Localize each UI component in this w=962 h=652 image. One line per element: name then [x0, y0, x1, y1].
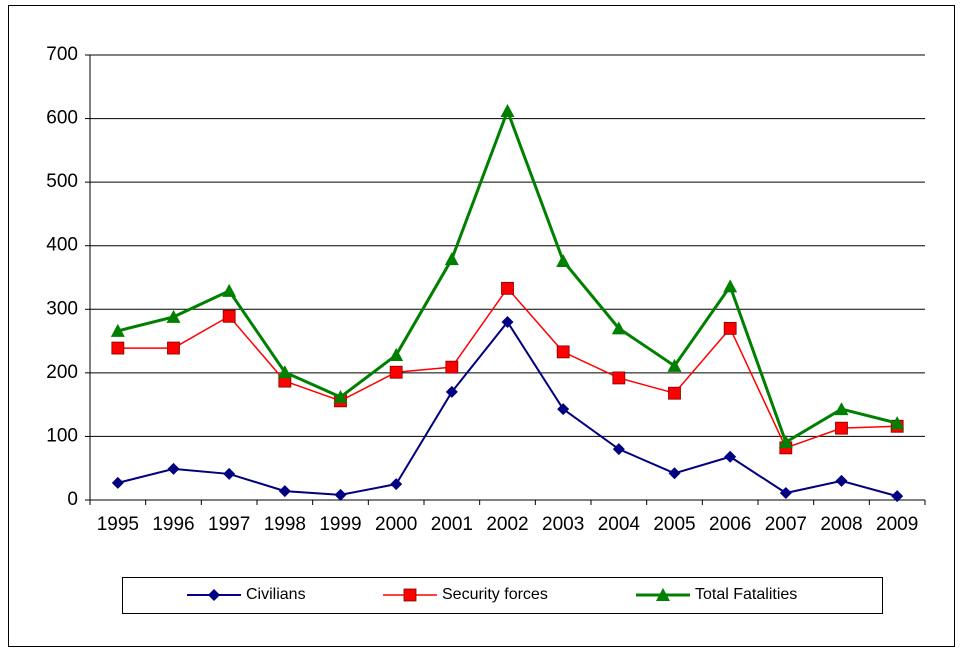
legend-label: Total Fatalities — [695, 586, 797, 603]
marker — [723, 321, 737, 335]
marker — [557, 403, 570, 416]
marker — [278, 485, 291, 498]
y-tick-label: 300 — [46, 298, 78, 319]
marker — [834, 402, 849, 416]
y-tick-label: 500 — [46, 171, 78, 192]
marker — [389, 348, 404, 362]
marker — [277, 365, 292, 379]
y-tick-label: 700 — [46, 44, 78, 65]
x-tick-label: 2008 — [820, 514, 862, 535]
marker — [890, 416, 905, 430]
x-tick-label: 1999 — [319, 514, 361, 535]
marker — [222, 283, 237, 297]
marker — [556, 253, 571, 267]
marker — [612, 443, 625, 456]
marker — [891, 490, 904, 503]
marker — [166, 309, 181, 323]
x-tick-label: 2000 — [375, 514, 417, 535]
legend: Civilians Security forces Total Fatalities — [122, 577, 883, 614]
marker — [389, 365, 403, 379]
marker — [612, 371, 626, 385]
marker — [723, 279, 738, 293]
y-tick-label: 100 — [46, 425, 78, 446]
marker — [778, 435, 793, 449]
x-tick-label: 2003 — [542, 514, 584, 535]
x-tick-label: 2005 — [653, 514, 695, 535]
x-tick-label: 2002 — [486, 514, 528, 535]
marker — [445, 385, 458, 398]
marker — [111, 476, 124, 489]
legend-label: Civilians — [246, 586, 306, 603]
marker — [835, 474, 848, 487]
y-tick-label: 400 — [46, 235, 78, 256]
marker — [556, 345, 570, 359]
x-tick-label: 2007 — [765, 514, 807, 535]
x-tick-label: 1997 — [208, 514, 250, 535]
marker — [835, 421, 848, 435]
marker — [724, 450, 737, 463]
marker — [779, 487, 792, 500]
marker — [501, 281, 514, 295]
marker — [656, 588, 670, 601]
x-tick-label: 1996 — [152, 514, 194, 535]
marker — [333, 390, 348, 404]
marker — [223, 467, 236, 480]
x-tick-label: 1998 — [264, 514, 306, 535]
x-tick-label: 1995 — [97, 514, 139, 535]
marker — [445, 360, 459, 374]
legend-label: Security forces — [442, 586, 548, 603]
marker — [403, 588, 417, 602]
marker — [110, 323, 125, 337]
legend-box — [122, 577, 883, 614]
x-tick-label: 2006 — [709, 514, 751, 535]
marker — [167, 341, 180, 355]
x-tick-label: 2004 — [598, 514, 641, 535]
marker — [500, 103, 515, 117]
marker — [390, 478, 403, 491]
marker — [111, 341, 125, 355]
x-tick-label: 2001 — [431, 514, 473, 535]
marker — [667, 358, 682, 372]
marker — [208, 589, 220, 601]
marker — [668, 467, 681, 480]
marker — [444, 252, 459, 266]
y-tick-label: 200 — [46, 362, 78, 383]
y-tick-label: 600 — [46, 108, 78, 129]
x-tick-label: 2009 — [876, 514, 918, 535]
marker — [611, 321, 626, 335]
marker — [222, 309, 236, 323]
y-tick-label: 0 — [67, 489, 78, 510]
marker — [167, 462, 180, 475]
marker — [668, 386, 681, 400]
marker — [334, 488, 347, 501]
marker — [501, 316, 514, 328]
